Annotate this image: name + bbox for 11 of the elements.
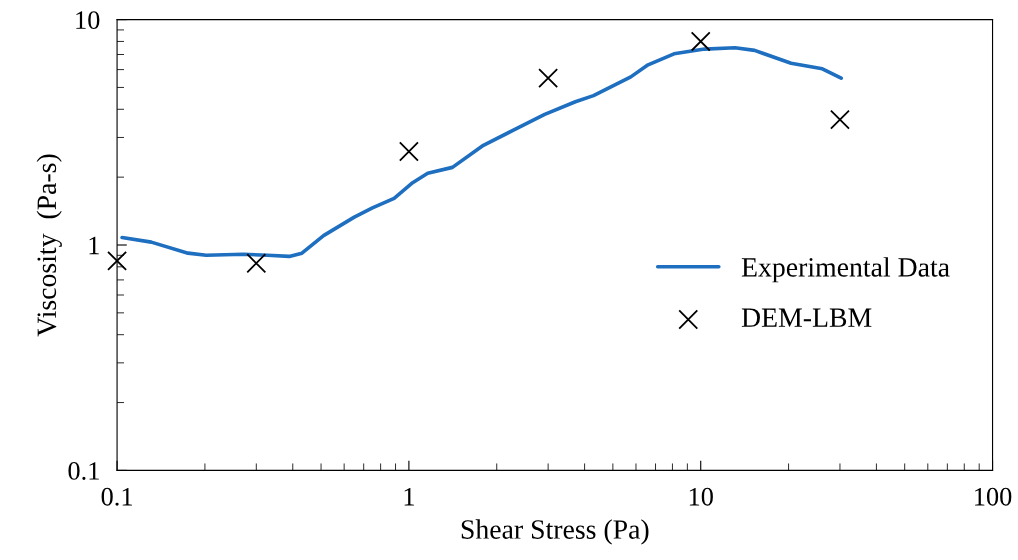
x-tick-label: 100 <box>975 487 1012 506</box>
legend-label: DEM-LBM <box>741 308 872 327</box>
x-tick-label: 10 <box>689 487 713 506</box>
y-axis-title: Viscosity (Pa-s) <box>36 154 62 337</box>
y-tick-label: 10 <box>76 11 100 30</box>
x-tick-label: 0.1 <box>101 487 132 506</box>
y-tick-label: 1 <box>89 236 99 255</box>
x-axis-title: Shear Stress (Pa) <box>461 519 649 545</box>
y-tick-label: 0.1 <box>68 462 99 480</box>
x-tick-label: 1 <box>404 487 414 506</box>
legend-label: Experimental Data <box>741 257 950 283</box>
